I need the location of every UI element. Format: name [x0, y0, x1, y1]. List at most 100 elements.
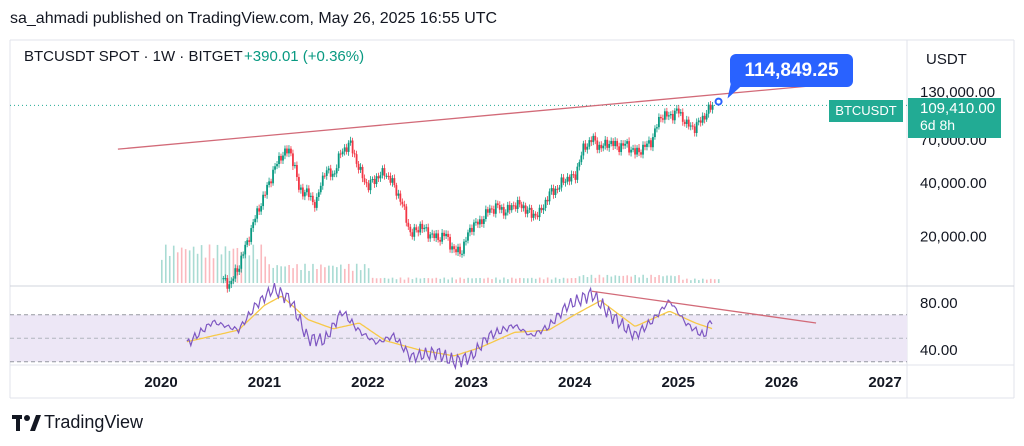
candle-body: [385, 175, 388, 177]
volume-bar: [546, 277, 549, 283]
symbol-title[interactable]: BTCUSDT SPOT · 1W · BITGET: [24, 48, 243, 65]
candle-body: [496, 203, 499, 206]
candle-body: [604, 139, 607, 146]
volume-bar: [284, 266, 286, 283]
candle-body: [661, 118, 664, 120]
candle-body: [232, 278, 235, 281]
volume-bar: [638, 277, 640, 283]
candle-body: [707, 104, 710, 114]
time-axis-label: 2020: [144, 374, 177, 391]
candle-body: [288, 148, 290, 154]
candle-body: [663, 111, 666, 120]
candle-body: [321, 175, 324, 186]
candle-body: [691, 125, 694, 127]
volume-bar: [686, 278, 688, 283]
candle-body: [697, 120, 700, 123]
candle-body: [632, 148, 634, 150]
candle-body: [695, 122, 698, 134]
volume-bar: [634, 274, 636, 283]
candle-body: [504, 212, 507, 216]
volume-bar: [475, 278, 477, 283]
candle-body: [391, 178, 394, 183]
volume-bar: [248, 255, 251, 283]
candle-body: [363, 178, 366, 183]
candle-body: [572, 174, 575, 176]
symbol-tag[interactable]: BTCUSDT: [829, 100, 903, 122]
volume-bar: [622, 275, 625, 283]
candle-body: [475, 221, 477, 223]
candle-body: [274, 166, 276, 170]
candle-body: [351, 140, 354, 154]
time-axis-label: 2026: [765, 374, 798, 391]
volume-bar: [184, 249, 187, 283]
volume-bar: [570, 278, 573, 283]
candle-body: [550, 188, 553, 192]
volume-bar: [562, 277, 565, 283]
candle-body: [270, 181, 272, 184]
volume-bar: [375, 278, 378, 283]
volume-bar: [606, 274, 609, 283]
bar-countdown: 6d 8h: [920, 117, 956, 133]
volume-bar: [407, 277, 410, 283]
candle-body: [222, 278, 225, 280]
candle-body: [681, 112, 684, 122]
volume-bar: [566, 278, 569, 283]
volume-bar: [399, 277, 402, 283]
volume-bar: [614, 275, 617, 283]
candle-body: [532, 213, 535, 218]
rsi-ma-line: [186, 295, 713, 357]
candle-body: [349, 140, 352, 143]
volume-bar: [423, 277, 426, 283]
candle-body: [477, 221, 479, 225]
candle-body: [417, 230, 420, 233]
volume-bar: [192, 246, 195, 283]
volume-bar: [515, 278, 517, 283]
candle-body: [524, 205, 527, 214]
currency-label[interactable]: USDT: [926, 51, 967, 68]
volume-bar: [530, 277, 533, 283]
volume-bar: [391, 277, 394, 283]
candle-body: [228, 284, 231, 289]
volume-bar: [292, 268, 294, 283]
volume-bar: [379, 278, 382, 283]
candle-body: [325, 170, 328, 176]
candle-body: [630, 149, 632, 153]
candle-body: [347, 142, 350, 152]
candle-body: [562, 177, 565, 183]
candle-body: [303, 192, 306, 197]
time-axis-label: 2027: [868, 374, 901, 391]
candle-body: [393, 178, 396, 186]
candle-body: [337, 153, 340, 169]
volume-bar: [662, 276, 664, 283]
volume-bar: [296, 264, 298, 283]
volume-bar: [232, 248, 235, 283]
candle-body: [443, 232, 446, 237]
candle-body: [439, 239, 442, 242]
volume-bar: [363, 264, 366, 283]
volume-bar: [367, 268, 370, 283]
last-price-tag[interactable]: 109,410.00 6d 8h: [908, 98, 1001, 138]
candle-body: [534, 213, 537, 216]
candle-body: [566, 176, 569, 182]
candle-body: [486, 209, 489, 213]
candle-body: [602, 145, 605, 149]
candle-body: [510, 205, 513, 211]
volume-bar: [713, 279, 716, 283]
candle-body: [582, 143, 585, 156]
candle-body: [584, 143, 587, 150]
candle-body: [644, 144, 646, 147]
candle-body: [299, 187, 302, 190]
candle-body: [677, 108, 680, 114]
candle-body: [445, 233, 447, 237]
candle-body: [431, 233, 434, 235]
candle-body: [447, 233, 449, 237]
candle-body: [272, 169, 274, 184]
candle-body: [520, 204, 523, 209]
candle-body: [266, 184, 268, 195]
volume-bar: [542, 279, 545, 283]
price-callout[interactable]: [730, 54, 853, 87]
candle-body: [669, 114, 672, 116]
candle-body: [236, 268, 239, 272]
volume-bar: [455, 279, 457, 283]
